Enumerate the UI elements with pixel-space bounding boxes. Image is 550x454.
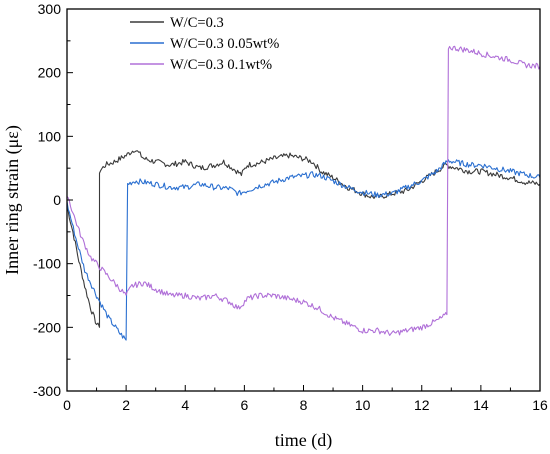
x-tick-label: 10 — [355, 397, 371, 413]
legend-label-wc03: W/C=0.3 — [170, 15, 224, 31]
axis-ticks — [66, 8, 541, 392]
x-axis-title: time (d) — [275, 430, 332, 451]
x-tick-label: 8 — [300, 397, 308, 413]
legend-label-wc03-005wt: W/C=0.3 0.05wt% — [170, 36, 279, 52]
y-axis-title: Inner ring strain (με) — [2, 125, 23, 275]
y-tick-label: -300 — [33, 383, 61, 399]
y-tick-label: 300 — [38, 1, 62, 17]
y-tick-label: -100 — [33, 256, 61, 272]
y-tick-label: 0 — [53, 192, 61, 208]
series-line-2 — [66, 159, 541, 341]
tick-labels: 0 2 4 6 8 10 12 14 16 -300 -200 -100 0 100 200 300 — [33, 1, 548, 413]
x-tick-label: 6 — [240, 397, 248, 413]
x-tick-label: 12 — [414, 397, 430, 413]
legend: W/C=0.3 W/C=0.3 0.05wt% W/C=0.3 0.1wt% — [130, 15, 279, 73]
x-tick-label: 0 — [63, 397, 71, 413]
series-line-3 — [66, 45, 541, 336]
y-tick-label: 200 — [38, 65, 62, 81]
series-lines — [66, 45, 541, 341]
legend-label-wc03-01wt: W/C=0.3 0.1wt% — [170, 57, 272, 73]
y-tick-label: 100 — [38, 128, 62, 144]
series-line-1 — [66, 150, 541, 328]
y-tick-label: -200 — [33, 319, 61, 335]
x-tick-label: 14 — [473, 397, 489, 413]
plot-frame — [66, 8, 541, 392]
x-tick-label: 2 — [122, 397, 130, 413]
x-tick-label: 4 — [181, 397, 189, 413]
x-tick-label: 16 — [532, 397, 548, 413]
